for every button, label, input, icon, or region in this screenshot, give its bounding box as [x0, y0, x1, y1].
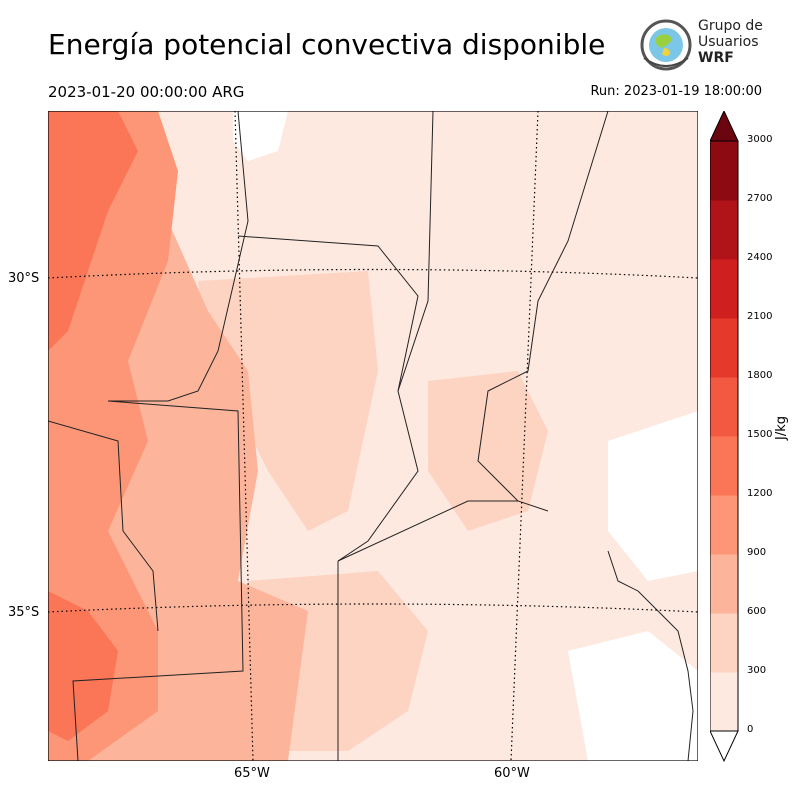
logo-line-2: Usuarios	[698, 34, 759, 50]
colorbar-bin	[710, 377, 738, 437]
lat-label-35s: 35°S	[8, 605, 40, 620]
valid-time: 2023-01-20 00:00:00 ARG	[48, 83, 245, 101]
colorbar-bin	[710, 554, 738, 614]
colorbar-bin	[710, 318, 738, 378]
lat-label-30s: 30°S	[8, 271, 40, 286]
graticule-lon-60w	[510, 111, 539, 761]
colorbar-tick-label: 1500	[747, 429, 773, 440]
run-time: Run: 2023-01-19 18:00:00	[590, 84, 762, 99]
colorbar-tick-label: 0	[747, 724, 754, 735]
logo-line-3: WRF	[698, 50, 734, 66]
province-border	[48, 420, 159, 632]
colorbar-bin	[710, 495, 738, 555]
low-cape-area-northeast	[608, 411, 698, 581]
graticule-lat-35s	[48, 603, 698, 613]
colorbar-tick-label: 2100	[747, 311, 773, 322]
colorbar-bin	[710, 613, 738, 673]
colorbar-tick-label: 1800	[747, 370, 773, 381]
cape-region-southwest-peak	[48, 591, 118, 741]
coastline	[607, 550, 694, 761]
lon-label-65w: 65°W	[234, 766, 270, 781]
graticule-lat-30s	[48, 268, 698, 279]
province-border	[337, 500, 518, 562]
graticule-lon-65w	[234, 111, 254, 761]
chart-title: Energía potencial convectiva disponible	[48, 28, 606, 61]
globe-icon	[640, 19, 692, 71]
colorbar-extend-min	[710, 730, 739, 763]
colorbar-bin	[710, 200, 738, 260]
colorbar-bin	[710, 141, 738, 201]
colorbar-bin	[710, 436, 738, 496]
wrf-logo: Grupo de Usuarios WRF	[638, 18, 768, 72]
colorbar-tick-label: 300	[747, 665, 767, 676]
colorbar-bin	[710, 259, 738, 319]
low-cape-area-southeast	[568, 631, 698, 761]
cape-region-east	[428, 371, 548, 531]
colorbar-tick-label: 3000	[747, 134, 773, 145]
province-border	[108, 111, 249, 402]
map-panel	[48, 111, 698, 761]
province-border	[477, 111, 609, 512]
colorbar-tick-label: 2400	[747, 252, 773, 263]
colorbar-bin	[710, 672, 738, 732]
province-border	[72, 400, 244, 761]
colorbar	[710, 111, 739, 763]
cape-region-west-peak	[48, 111, 138, 351]
low-cape-area-north	[233, 111, 288, 161]
colorbar-tick-label: 2700	[747, 193, 773, 204]
colorbar-tick-label: 600	[747, 606, 767, 617]
colorbar-tick-label: 1200	[747, 488, 773, 499]
colorbar-extend-max	[710, 111, 739, 142]
cape-region-center	[198, 271, 378, 531]
province-border	[397, 111, 434, 392]
logo-line-1: Grupo de	[698, 18, 763, 34]
lon-label-60w: 60°W	[494, 766, 530, 781]
colorbar-unit: J/kg	[774, 416, 789, 440]
colorbar-tick-label: 900	[747, 547, 767, 558]
